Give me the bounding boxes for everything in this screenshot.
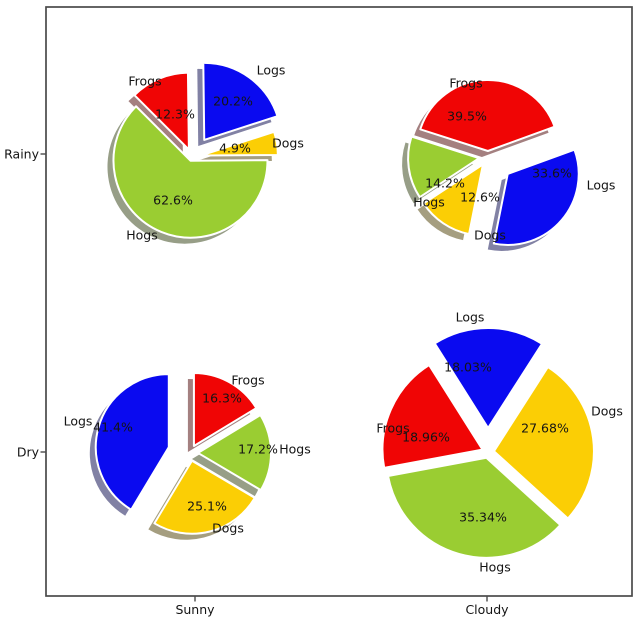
pie-rainy-cloudy-wedge-hogs [407,135,481,199]
pie-rainy-sunny-label-frogs: Frogs [128,74,161,89]
pie-rainy-cloudy-wedge-frogs [419,79,556,152]
pie-rainy-sunny-wedge-frogs [133,71,190,151]
pie-rainy-sunny-label-hogs: Hogs [126,228,158,243]
pie-dry-sunny-label-frogs: Frogs [231,373,264,388]
pie-rainy-cloudy-pct-hogs: 14.2% [425,176,465,191]
pie-dry-cloudy-wedge-hogs [387,456,562,559]
pie-rainy-sunny-wedge-dogs [199,130,279,157]
pie-rainy-sunny-pct-logs: 20.2% [213,94,253,109]
pie-dry-sunny-wedge-frogs [192,372,258,448]
pie-dry-sunny-label-dogs: Dogs [212,521,244,536]
x-tick-label-sunny: Sunny [175,602,215,617]
pie-rainy-sunny-label-logs: Logs [257,63,286,78]
axes-frame [45,6,633,597]
pie-dry-sunny-pct-hogs: 17.2% [238,442,278,457]
pie-rainy-cloudy-label-dogs: Dogs [474,228,506,243]
pie-rainy-sunny: Logs 20.2% Frogs 12.3% Hogs 62.6% Dogs 4.9% [107,61,304,244]
pie-dry-sunny-wedge-hogs [197,414,272,492]
pie-dry-cloudy-pct-dogs: 27.68% [521,421,569,436]
pie-dry-cloudy-wedge-dogs [492,366,595,520]
pie-rainy-cloudy-label-logs: Logs [587,178,616,193]
pie-rainy-cloudy: Frogs 39.5% Hogs 14.2% Dogs 12.6% Logs 33.6% [402,76,615,251]
y-tick-label-rainy: Rainy [4,146,39,162]
y-tick-label-dry: Dry [16,444,39,460]
pie-dry-cloudy-label-logs: Logs [456,310,485,325]
pie-rainy-cloudy-label-hogs: Hogs [413,195,445,210]
pie-dry-cloudy-pct-hogs: 35.34% [459,510,507,525]
pie-rainy-sunny-wedge-hogs [112,105,269,239]
pie-dry-sunny-wedge-dogs [153,459,256,535]
pie-dry-cloudy-label-dogs: Dogs [591,404,623,419]
pie-rainy-sunny-label-dogs: Dogs [272,136,304,151]
pie-rainy-sunny-wedge-logs [202,61,279,141]
pie-rainy-cloudy-label-frogs: Frogs [449,76,482,91]
pie-rainy-cloudy-wedge-dogs [422,163,484,236]
pie-dry-sunny-pct-logs: 41.4% [93,420,133,435]
pie-rainy-cloudy-pct-logs: 33.6% [532,166,572,181]
pie-rainy-sunny-pct-frogs: 12.3% [155,107,195,122]
pie-dry-cloudy-label-frogs: Frogs [376,421,409,436]
pie-rainy-sunny-pct-hogs: 62.6% [153,193,193,208]
pie-dry-cloudy-pct-logs: 18.03% [444,360,492,375]
pie-dry-sunny-label-hogs: Hogs [279,442,311,457]
pie-dry-cloudy-pct-frogs: 18.96% [402,430,450,445]
pie-dry-cloudy-wedge-frogs [381,364,484,469]
pie-rainy-cloudy-wedge-logs [492,148,580,246]
pie-rainy-cloudy-pct-dogs: 12.6% [460,190,500,205]
pie-dry-sunny-wedge-logs [94,373,170,511]
pie-dry-sunny-pct-dogs: 25.1% [187,499,227,514]
pie-dry-sunny-pct-frogs: 16.3% [202,391,242,406]
pie-dry-sunny-label-logs: Logs [64,414,93,429]
pie-rainy-cloudy-pct-frogs: 39.5% [447,109,487,124]
pie-dry-cloudy-label-hogs: Hogs [479,560,511,575]
x-tick-label-cloudy: Cloudy [465,602,509,617]
pie-dry-cloudy-wedge-logs [433,327,544,429]
pie-rainy-sunny-pct-dogs: 4.9% [219,141,251,156]
